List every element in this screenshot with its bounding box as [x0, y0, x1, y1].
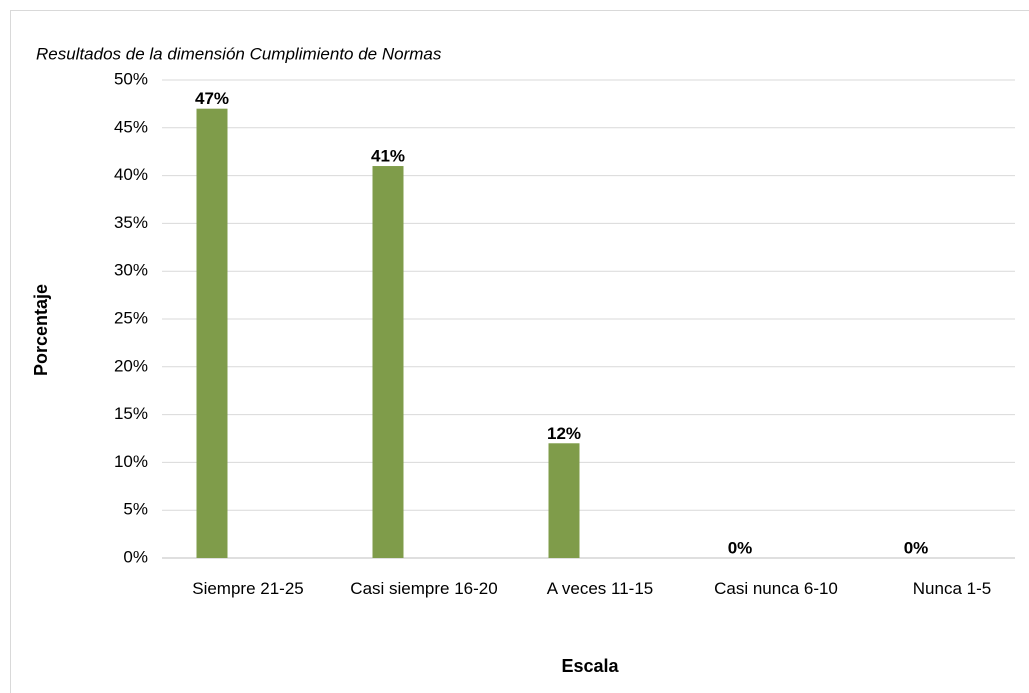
y-tick-label: 20% — [114, 356, 148, 375]
y-axis-title: Porcentaje — [31, 284, 51, 376]
data-label: 0% — [904, 538, 929, 557]
x-tick-label: Casi siempre 16-20 — [350, 579, 497, 598]
x-axis-title: Escala — [561, 656, 619, 676]
data-label: 0% — [728, 538, 753, 557]
bar — [372, 166, 404, 559]
x-tick-label: A veces 11-15 — [547, 579, 653, 598]
y-tick-label: 0% — [123, 547, 148, 566]
x-tick-label: Siempre 21-25 — [192, 579, 304, 598]
x-tick-label: Nunca 1-5 — [913, 579, 991, 598]
y-tick-label: 30% — [114, 261, 148, 280]
y-tick-label: 5% — [123, 500, 148, 519]
bar — [196, 108, 228, 559]
y-tick-label: 50% — [114, 69, 148, 88]
chart-title: Resultados de la dimensión Cumplimiento … — [36, 44, 442, 63]
y-tick-label: 35% — [114, 213, 148, 232]
x-tick-label: Casi nunca 6-10 — [714, 579, 838, 598]
data-label: 47% — [195, 89, 229, 108]
y-tick-label: 25% — [114, 308, 148, 327]
data-label: 12% — [547, 424, 581, 443]
bar — [548, 443, 580, 558]
y-tick-label: 45% — [114, 117, 148, 136]
y-tick-label: 10% — [114, 452, 148, 471]
y-tick-label: 15% — [114, 404, 148, 423]
data-label: 41% — [371, 147, 405, 166]
y-tick-label: 40% — [114, 165, 148, 184]
chart-border — [10, 10, 1029, 693]
